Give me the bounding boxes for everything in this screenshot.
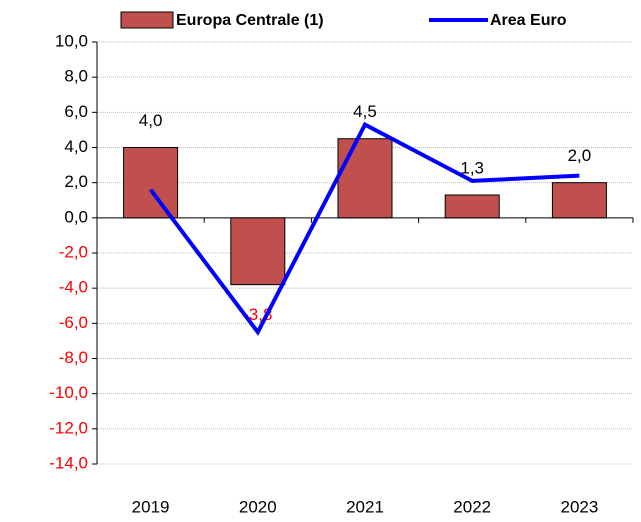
data-label: 4,0 [139,111,163,130]
bar [123,147,179,219]
line [149,121,580,336]
y-tick-label: 10,0 [55,31,88,50]
y-tick-label: 4,0 [64,137,88,156]
legend-swatch [120,11,174,29]
y-tick-label: -4,0 [59,278,88,297]
y-tick-label: 8,0 [64,67,88,86]
data-label: 4,5 [353,102,377,121]
x-tick-label: 2020 [239,497,277,516]
x-tick-label: 2022 [453,497,491,516]
bar [337,138,393,219]
legend-label: Europa Centrale (1) [176,12,324,29]
y-tick-label: -10,0 [49,383,88,402]
bar [230,217,286,286]
x-tick-label: 2023 [560,497,598,516]
y-tick-label: -14,0 [49,453,88,472]
y-tick-label: -2,0 [59,242,88,261]
bar [444,194,500,219]
y-tick-label: 6,0 [64,102,88,121]
legend-label: Area Euro [490,12,567,29]
x-tick-label: 2021 [346,497,384,516]
y-tick-label: -8,0 [59,348,88,367]
data-label: 1,3 [460,158,484,177]
y-tick-label: -6,0 [59,313,88,332]
x-tick-label: 2019 [132,497,170,516]
bar [551,182,607,219]
y-tick-label: 0,0 [64,207,88,226]
y-tick-label: 2,0 [64,172,88,191]
y-tick-label: -12,0 [49,418,88,437]
data-label: 2,0 [568,146,592,165]
